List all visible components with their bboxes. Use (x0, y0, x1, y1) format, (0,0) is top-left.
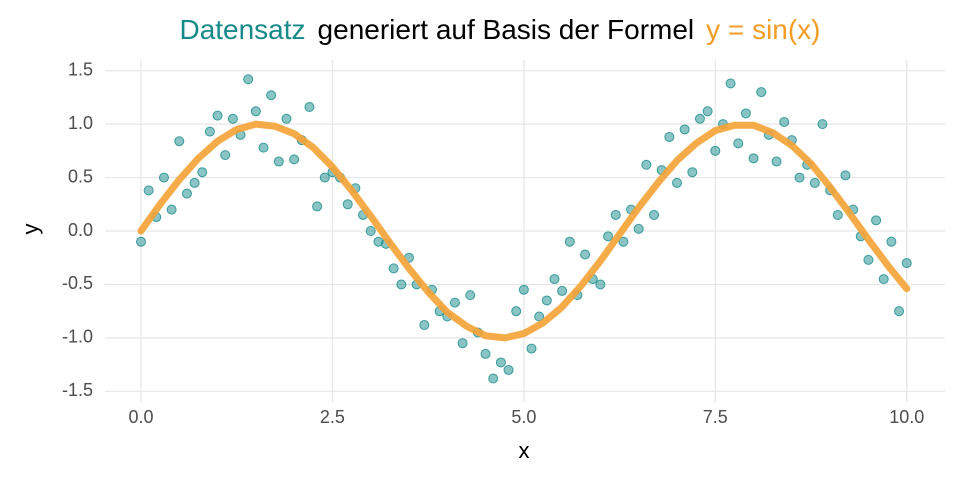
scatter-point (449, 297, 460, 308)
y-tick-label: 0.5 (68, 166, 93, 186)
scatter-point (756, 87, 767, 98)
scatter-point (840, 170, 851, 181)
scatter-point (319, 172, 330, 183)
scatter-point (135, 236, 146, 247)
scatter-point (457, 338, 468, 349)
scatter-point (365, 226, 376, 236)
scatter-point (687, 167, 698, 178)
scatter-point (725, 78, 736, 89)
line (137, 120, 911, 342)
scatter-point (740, 108, 751, 119)
scatter-point (495, 357, 506, 368)
scatter-point (710, 145, 721, 156)
title-part: y = sin(x) (706, 14, 820, 45)
scatter-point (304, 102, 315, 113)
scatter-point (679, 124, 690, 135)
scatter-point (488, 373, 499, 384)
x-tick-label: 10.0 (889, 407, 924, 427)
scatter-point (342, 199, 353, 210)
scatter-point (618, 236, 629, 247)
scatter-point (511, 306, 522, 317)
scatter-point (312, 201, 323, 212)
scatter-point (894, 306, 905, 317)
scatter-point (633, 223, 644, 234)
y-tick-label: -1.5 (62, 380, 93, 400)
scatter-point (212, 110, 223, 121)
scatter-point (396, 279, 407, 290)
scatter-point (664, 131, 675, 142)
y-tick-label: -0.5 (62, 273, 93, 293)
chart-title: Datensatz generiert auf Basis der Formel y… (179, 14, 820, 45)
scatter-point (649, 209, 660, 220)
scatter-point (702, 106, 713, 117)
scatter-point (220, 150, 231, 161)
scatter-point (557, 285, 568, 296)
scatter-point (419, 320, 430, 331)
scatter-point (580, 249, 591, 260)
scatter-point (189, 177, 200, 188)
scatter-point (694, 113, 705, 124)
scatter-point (289, 154, 300, 165)
scatter-point (143, 185, 154, 196)
x-tick-label: 7.5 (703, 407, 728, 427)
scatter-point (595, 279, 606, 290)
scatter-point (733, 138, 744, 149)
scatter-point (204, 126, 215, 137)
scatter-point (832, 209, 843, 220)
scatter-point (388, 263, 399, 274)
scatter-point (158, 172, 169, 183)
scatter-point (258, 142, 269, 153)
scatter-point (503, 364, 514, 375)
y-tick-label: 1.5 (68, 59, 93, 79)
scatter-point (541, 295, 552, 306)
scatter-point (549, 274, 560, 285)
scatter-point (166, 204, 177, 215)
scatter-point (250, 106, 261, 117)
scatter-point (671, 177, 682, 188)
scatter-point (794, 172, 805, 183)
scatter-point (480, 348, 491, 359)
scatter-point (771, 156, 782, 167)
scatter-point (564, 236, 575, 247)
scatter-point (518, 284, 529, 295)
scatter-point (886, 236, 897, 247)
y-tick-label: 1.0 (68, 113, 93, 133)
scatter-point (817, 119, 828, 130)
scatter-point (526, 343, 537, 354)
scatter-point (809, 177, 820, 188)
scatter-point (181, 188, 192, 199)
scatter-point (901, 258, 912, 269)
scatter-point (748, 153, 759, 164)
y-tick-label: -1.0 (62, 327, 93, 347)
y-axis-label: y (18, 224, 43, 235)
scatter-point (281, 113, 292, 124)
x-tick-label: 5.0 (511, 407, 536, 427)
scatter-point (197, 167, 208, 178)
title-part: Datensatz (179, 14, 305, 45)
y-tick-label: 0.0 (68, 220, 93, 240)
x-tick-label: 2.5 (320, 407, 345, 427)
scatter-point (603, 231, 614, 242)
scatter-point (863, 254, 874, 265)
scatter-point (465, 290, 476, 301)
scatter-point (227, 113, 238, 124)
scatter-point (779, 116, 790, 127)
title-part: generiert auf Basis der Formel (318, 14, 695, 45)
scatter-point (273, 156, 284, 167)
scatter-point (266, 90, 277, 101)
scatter-point (878, 274, 889, 285)
x-tick-label: 0.0 (128, 407, 153, 427)
scatter-point (610, 209, 621, 220)
scatter-point (174, 136, 185, 147)
scatter-point (641, 159, 652, 170)
scatter-point (243, 74, 254, 85)
scatter-point (534, 311, 545, 322)
scatter-point (871, 215, 882, 226)
x-axis-label: x (519, 438, 530, 463)
